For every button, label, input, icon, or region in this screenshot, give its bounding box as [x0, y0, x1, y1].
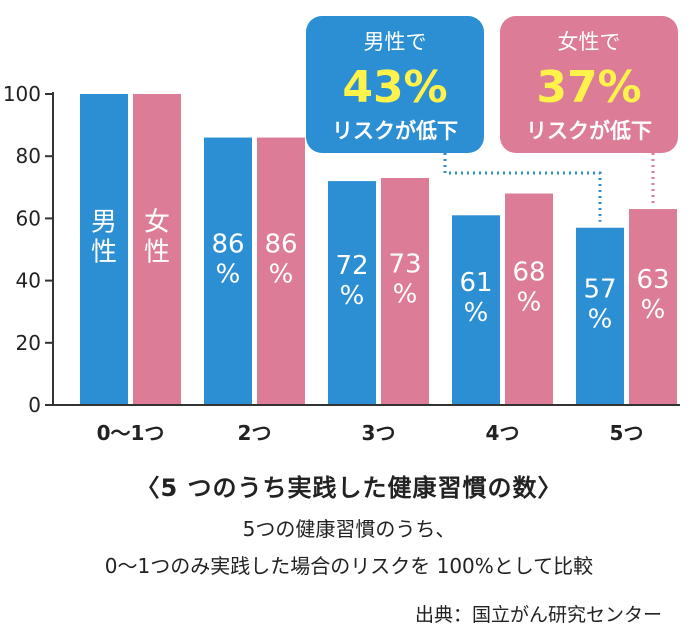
chart-caption-line-2: 0〜1つのみ実践した場合のリスクを 100%として比較 — [104, 554, 594, 578]
x-tick-label: 3つ — [362, 421, 396, 445]
source-credit: 出典：国立がん研究センター — [414, 604, 662, 626]
chart-caption-line-1: 5つの健康習慣のうち、 — [242, 517, 456, 541]
bar-data-label: 61% — [459, 268, 492, 328]
bar-data-label: 86% — [264, 229, 297, 289]
bar-data-label: 73% — [388, 249, 421, 309]
bar-data-label: 57% — [583, 274, 616, 334]
bar-data-label: 63% — [636, 265, 669, 325]
callout-box — [500, 16, 678, 153]
bar — [80, 94, 128, 405]
x-tick-label: 4つ — [486, 421, 520, 445]
bar — [505, 193, 553, 405]
x-tick-label: 2つ — [238, 421, 272, 445]
callout-label: 女性で — [558, 30, 621, 54]
callout-label: 男性で — [364, 30, 427, 54]
bar — [133, 94, 181, 405]
bar — [629, 209, 677, 405]
bar-data-label: 72% — [335, 251, 368, 311]
bar-data-label: 女性 — [144, 208, 170, 268]
callout-value: 37% — [536, 62, 641, 113]
y-tick-label: 20 — [16, 331, 41, 355]
bar — [381, 177, 429, 405]
x-tick-label: 5つ — [610, 421, 644, 445]
y-tick-label: 60 — [16, 206, 41, 230]
callout-connector — [443, 153, 602, 222]
y-tick-label: 100 — [3, 82, 41, 106]
x-tick-label: 0〜1つ — [97, 421, 165, 445]
callout-label: リスクが低下 — [526, 119, 652, 143]
y-tick-label: 0 — [28, 393, 41, 417]
bar-data-label: 68% — [512, 257, 545, 317]
callout-label: リスクが低下 — [332, 119, 458, 143]
bar-data-label: 86% — [211, 229, 244, 289]
bar — [452, 215, 500, 405]
callout-value: 43% — [342, 62, 447, 113]
y-tick-label: 40 — [16, 269, 41, 293]
callout-box — [306, 16, 484, 153]
bar — [328, 181, 376, 405]
bar — [204, 137, 252, 406]
bar-data-label: 男性 — [91, 208, 117, 268]
bar — [576, 227, 624, 405]
bar — [257, 137, 305, 406]
chart-caption-title: 〈5 つのうち実践した健康習慣の数〉 — [135, 474, 563, 502]
y-tick-label: 80 — [16, 144, 41, 168]
